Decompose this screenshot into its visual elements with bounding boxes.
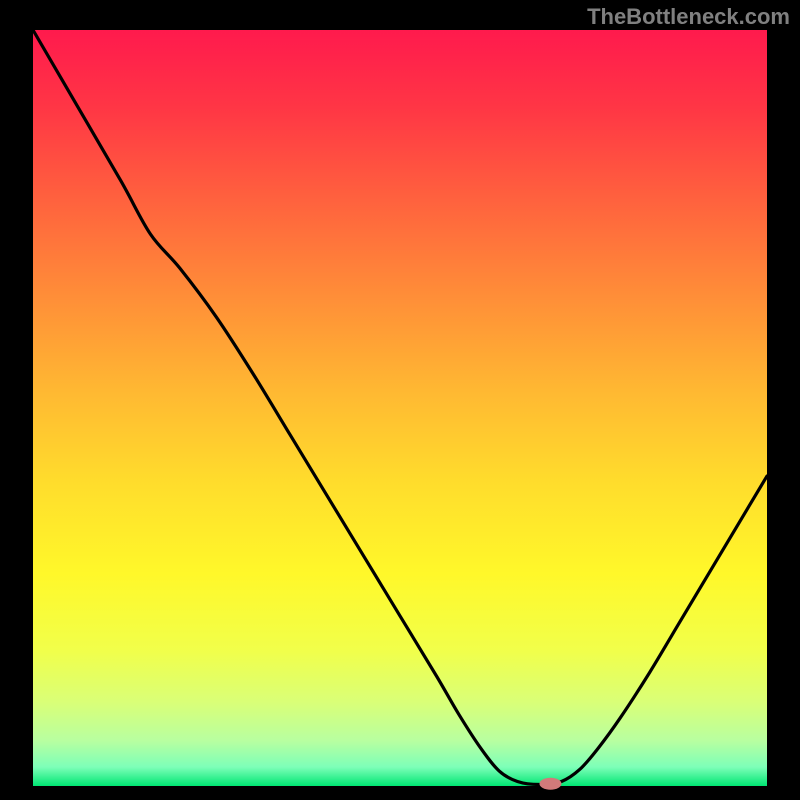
- chart-container: TheBottleneck.com: [0, 0, 800, 800]
- optimal-marker: [539, 778, 561, 790]
- chart-plot-area: [33, 30, 767, 786]
- bottleneck-curve-chart: [0, 0, 800, 800]
